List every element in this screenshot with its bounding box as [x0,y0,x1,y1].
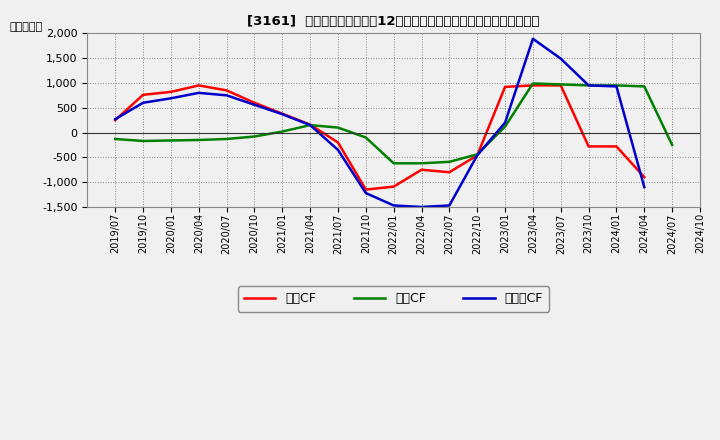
営業CF [166,89,175,95]
営業CF [361,187,370,192]
投資CF [111,136,120,142]
営業CF [417,167,426,172]
フリーCF [585,83,593,88]
フリーCF [417,204,426,209]
営業CF [278,111,287,116]
営業CF [111,117,120,123]
営業CF [194,83,203,88]
Y-axis label: （百万円）: （百万円） [9,22,42,32]
投資CF [500,124,509,129]
Legend: 営業CF, 投資CF, フリーCF: 営業CF, 投資CF, フリーCF [238,286,549,312]
営業CF [445,169,454,175]
投資CF [668,142,677,147]
投資CF [250,134,258,139]
投資CF [445,159,454,165]
営業CF [473,153,482,158]
フリーCF [528,36,537,41]
営業CF [557,83,565,88]
フリーCF [166,95,175,101]
営業CF [333,140,342,145]
投資CF [194,137,203,143]
投資CF [557,82,565,87]
投資CF [222,136,231,142]
フリーCF [111,117,120,122]
投資CF [390,161,398,166]
営業CF [306,122,315,127]
フリーCF [278,112,287,117]
営業CF [139,92,148,98]
営業CF [390,184,398,189]
投資CF [333,125,342,130]
フリーCF [445,203,454,208]
営業CF [640,175,649,180]
フリーCF [500,120,509,125]
営業CF [612,144,621,149]
投資CF [139,138,148,143]
フリーCF [333,147,342,153]
フリーCF [361,191,370,196]
フリーCF [139,100,148,106]
営業CF [585,144,593,149]
投資CF [640,84,649,89]
営業CF [222,88,231,93]
投資CF [361,135,370,140]
フリーCF [390,203,398,208]
フリーCF [640,184,649,190]
投資CF [473,152,482,157]
フリーCF [250,102,258,107]
投資CF [166,138,175,143]
営業CF [250,100,258,106]
投資CF [417,161,426,166]
フリーCF [306,122,315,128]
投資CF [278,129,287,134]
Title: [3161]  キャッシュフローの12か月移動合計の対前年同期増減額の推移: [3161] キャッシュフローの12か月移動合計の対前年同期増減額の推移 [248,15,540,28]
フリーCF [222,93,231,98]
フリーCF [473,153,482,158]
営業CF [500,84,509,90]
Line: フリーCF: フリーCF [115,39,644,207]
投資CF [612,83,621,88]
フリーCF [194,90,203,95]
Line: 営業CF: 営業CF [115,85,644,190]
フリーCF [557,56,565,61]
営業CF [528,83,537,88]
投資CF [528,81,537,86]
投資CF [306,122,315,128]
フリーCF [612,84,621,89]
Line: 投資CF: 投資CF [115,84,672,163]
投資CF [585,83,593,88]
